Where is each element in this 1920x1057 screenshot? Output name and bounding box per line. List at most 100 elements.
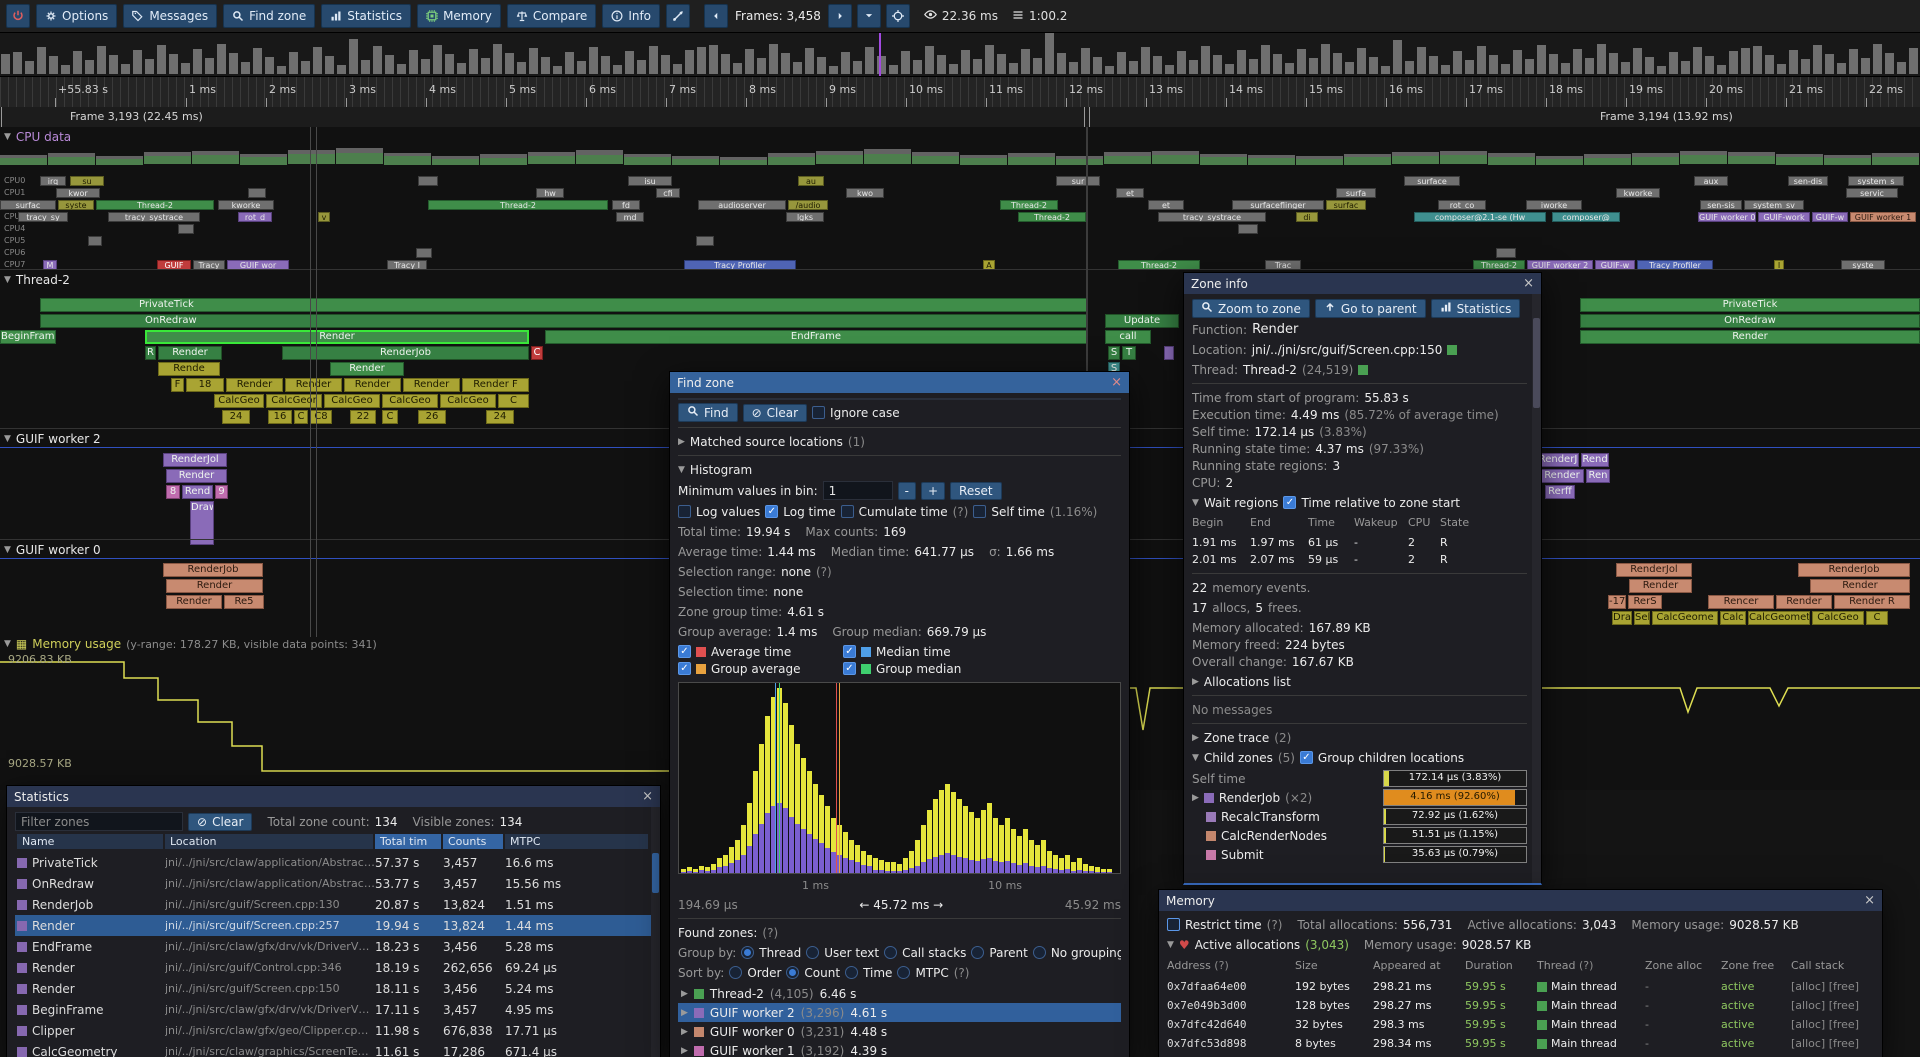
frame-bar[interactable]: Frame 3,193 (22.45 ms) Frame 3,194 (13.9… — [0, 107, 1920, 128]
timeline-zone[interactable]: Rencer — [1708, 595, 1774, 609]
scrollbar[interactable] — [651, 807, 660, 1057]
column-header-counts[interactable]: Counts — [443, 834, 503, 849]
cpu-zone[interactable]: irq — [40, 176, 66, 186]
timeline-zone[interactable]: RenderJol — [1616, 563, 1692, 577]
search-input[interactable]: Render — [678, 398, 1121, 400]
timeline-zone[interactable]: CalcGeo — [440, 394, 496, 408]
cpu-zone[interactable]: tracy_systrace — [108, 212, 200, 222]
sort-by-radio-mtpc[interactable] — [897, 966, 911, 979]
messages-button[interactable]: Messages — [123, 4, 218, 28]
cpu-zone[interactable]: aux — [1694, 176, 1728, 186]
close-icon[interactable]: × — [1523, 276, 1534, 291]
zone-group-row[interactable]: ▶ GUIF worker 0 (3,231) 4.48 s — [678, 1022, 1121, 1041]
close-icon[interactable]: × — [1111, 375, 1122, 390]
find-button[interactable]: Find — [678, 403, 738, 422]
timeline-zone[interactable]: Draw — [190, 501, 214, 545]
child-zone-row[interactable]: Submit 35.63 μs (0.79%) — [1192, 845, 1527, 864]
timeline-zone[interactable]: 26 — [418, 410, 446, 424]
cpu-zone[interactable]: kworke — [1616, 188, 1660, 198]
cpu-zone[interactable]: surfa — [1336, 188, 1376, 198]
timeline-zone[interactable]: Render — [1540, 469, 1584, 483]
timeline-zone[interactable]: OnRedraw — [1580, 314, 1920, 328]
cpu-zone[interactable]: tracy_sy — [18, 212, 68, 222]
self-time-checkbox[interactable]: ✓ — [973, 505, 987, 518]
cumulate-time-checkbox[interactable]: ✓ — [840, 505, 854, 518]
cpu-zone[interactable]: composer@ — [1552, 212, 1620, 222]
cpu-zone[interactable]: fd — [612, 200, 640, 210]
timeline-zone[interactable]: Render — [285, 378, 342, 392]
cpu-zone[interactable]: kworke — [218, 200, 274, 210]
timeline-zone[interactable]: CalcGeo — [1812, 611, 1864, 625]
find-zone-titlebar[interactable]: Find zone × — [670, 372, 1129, 393]
ignore-case-checkbox[interactable]: ✓ — [812, 406, 826, 419]
timeline-zone[interactable]: Render — [226, 378, 283, 392]
log-time-checkbox[interactable]: ✓ — [765, 505, 779, 518]
timeline-zone[interactable]: 24 — [486, 410, 514, 424]
cpu-zone[interactable]: rot_d — [238, 212, 272, 222]
collapse-icon[interactable]: ▼ — [1192, 497, 1199, 508]
cpu-zone[interactable] — [1238, 224, 1258, 234]
timeline-zone[interactable]: Rerff — [1545, 485, 1575, 499]
cpu-zone[interactable]: /audio — [788, 200, 828, 210]
cpu-zone[interactable]: di — [1296, 212, 1318, 222]
close-icon[interactable]: × — [642, 789, 653, 804]
cpu-zone[interactable]: GUIF worker 0 — [1698, 212, 1756, 222]
min-bin-input[interactable]: 1 — [822, 481, 893, 500]
table-row[interactable]: CalcGeometry jni/../jni/src/claw/graphics… — [15, 1041, 652, 1057]
go-to-parent-button[interactable]: Go to parent — [1314, 299, 1426, 318]
cpu-zone[interactable]: surfac — [1326, 200, 1366, 210]
zoom-to-zone-button[interactable]: Zoom to zone — [1192, 299, 1310, 318]
child-zone-row[interactable]: RecalcTransform 72.92 μs (1.62%) — [1192, 807, 1527, 826]
timeline-zone[interactable]: 16 — [268, 410, 292, 424]
timeline-zone[interactable]: Render — [145, 330, 529, 344]
child-zone-row[interactable]: ▶ RenderJob (×2) 4.16 ms (92.60%) — [1192, 788, 1527, 807]
alloc-column-call-stack[interactable]: Call stack — [1791, 958, 1845, 972]
frame-down-button[interactable] — [856, 4, 881, 28]
timeline-zone[interactable]: Render — [1629, 579, 1692, 593]
zone-group-row[interactable]: ▶ Thread-2 (4,105) 6.46 s — [678, 984, 1121, 1003]
cpu-zone[interactable]: lgks — [786, 212, 824, 222]
column-header-mtpc[interactable]: MTPC — [505, 834, 648, 849]
timeline-zone[interactable]: R — [145, 346, 156, 360]
collapse-icon[interactable]: ▼ — [1192, 752, 1199, 763]
timeline-zone[interactable]: Render — [1580, 330, 1920, 344]
cpu-zone[interactable] — [696, 236, 714, 246]
cpu-zone[interactable] — [88, 236, 102, 246]
expand-icon[interactable]: ▶ — [1192, 676, 1199, 687]
table-row[interactable]: OnRedraw jni/../jni/src/claw/application/… — [15, 873, 652, 894]
cpu-zone[interactable]: hw — [536, 188, 564, 198]
zone-group-row[interactable]: ▶ GUIF worker 1 (3,192) 4.39 s — [678, 1041, 1121, 1057]
cpu-zone[interactable] — [418, 176, 438, 186]
source-location[interactable]: jni/../jni/src/guif/Screen.cpp:150 — [1251, 342, 1443, 357]
timeline-zone[interactable]: Sel — [1634, 611, 1650, 625]
allocation-row[interactable]: 0x7dfc53d898 8 bytes 298.34 ms 59.95 s Main … — [1167, 1034, 1874, 1053]
timeline-zone[interactable]: Update — [1105, 314, 1179, 328]
alloc-column-address[interactable]: Address (?) — [1167, 958, 1229, 972]
wait-region-row[interactable]: 1.91 ms 1.97 ms 61 μs - 2 R — [1192, 534, 1527, 551]
group-by-radio-thread[interactable] — [741, 946, 755, 959]
cpu-zone[interactable]: tracy_systrace — [1158, 212, 1266, 222]
timeline-zone[interactable]: RenderJol — [163, 453, 227, 467]
timeline-zone[interactable] — [1164, 346, 1174, 360]
timeline-zone[interactable]: 18 — [186, 378, 224, 392]
cpu-zone[interactable]: syste — [58, 200, 94, 210]
timeline-zone[interactable]: F — [171, 378, 184, 392]
cpu-zone[interactable]: Thread-2 — [1018, 212, 1086, 222]
timeline-zone[interactable]: Render — [166, 595, 222, 609]
log-values-checkbox[interactable]: ✓ — [678, 505, 691, 518]
cpu-zone[interactable]: GUIF-w — [1812, 212, 1848, 222]
child-zone-row[interactable]: Self time 172.14 μs (3.83%) — [1192, 769, 1527, 788]
timeline-zone[interactable]: Render F — [462, 378, 529, 392]
table-row[interactable]: Render jni/../jni/src/guif/Screen.cpp:150… — [15, 978, 652, 999]
timeline-zone[interactable]: C8 — [310, 410, 332, 424]
relative-time-checkbox[interactable]: ✓ — [1283, 496, 1297, 509]
options-button[interactable]: Options — [36, 4, 118, 28]
cpu-zone[interactable]: cfi — [656, 188, 680, 198]
timeline-zone[interactable]: CalcGeor — [266, 394, 322, 408]
thread-header[interactable]: ▼ GUIF worker 2 — [4, 432, 101, 446]
collapse-icon[interactable]: ▼ — [678, 464, 685, 475]
timeline-zone[interactable]: Render — [1776, 595, 1832, 609]
timeline-zone[interactable]: OnRedraw — [40, 314, 1088, 328]
statistics-titlebar[interactable]: Statistics × — [7, 786, 660, 807]
timeline-zone[interactable]: PrivateTick — [40, 298, 1088, 312]
